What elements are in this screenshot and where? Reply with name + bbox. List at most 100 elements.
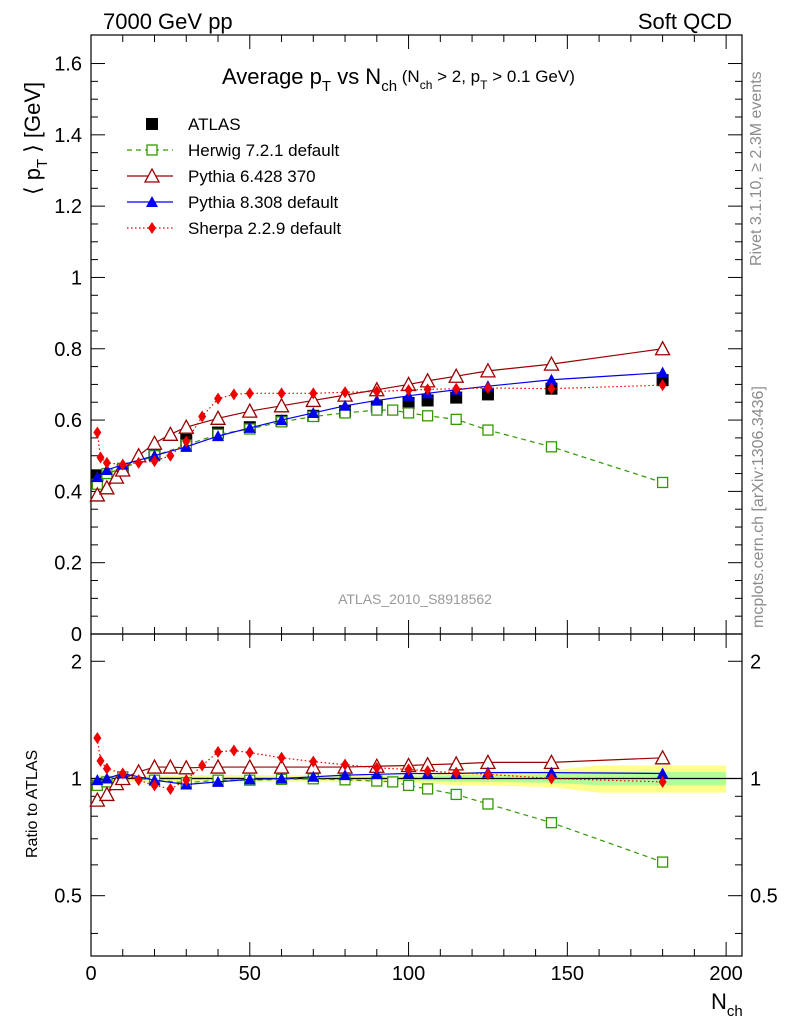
data-point-sherpa-2-2-9-default <box>93 732 102 745</box>
y-tick-label: 1.2 <box>54 196 82 218</box>
data-point-pythia-8-308-default <box>212 430 225 442</box>
legend-label-sherpa-2-2-9-default: Sherpa 2.2.9 default <box>188 219 341 238</box>
data-point-pythia-6-428-370 <box>543 355 560 371</box>
data-point-herwig-7-2-1-default <box>450 788 462 801</box>
legend-marker-pythia-8-308-default <box>146 196 158 207</box>
data-point-sherpa-2-2-9-default <box>452 382 461 395</box>
data-point-pythia-8-308-default <box>275 772 288 784</box>
data-point-herwig-7-2-1-default <box>545 817 558 829</box>
data-point-sherpa-2-2-9-default <box>198 759 207 772</box>
ratio-y-tick-label: 2 <box>71 651 82 673</box>
data-point-sherpa-2-2-9-default <box>452 766 461 779</box>
chart-title: Average pT vs Nch (Nch > 2, pT > 0.1 GeV… <box>222 64 575 95</box>
legend-label-atlas: ATLAS <box>188 115 241 134</box>
data-point-pythia-6-428-370 <box>178 759 195 775</box>
data-point-pythia-6-428-370 <box>146 434 163 450</box>
data-point-sherpa-2-2-9-default <box>277 751 286 764</box>
data-point-sherpa-2-2-9-default <box>229 388 238 401</box>
data-point-pythia-6-428-370 <box>654 749 671 765</box>
data-point-pythia-6-428-370 <box>479 362 497 378</box>
data-point-pythia-8-308-default <box>656 767 669 779</box>
data-point-herwig-7-2-1-default <box>421 410 434 422</box>
data-point-sherpa-2-2-9-default <box>214 745 223 758</box>
data-point-sherpa-2-2-9-default <box>134 456 143 469</box>
series-pythia-6-428-370 <box>89 340 671 502</box>
main-y-axis-label: ⟨ pT ⟩ [GeV] <box>20 82 51 195</box>
y-tick-label: 1.6 <box>54 54 82 76</box>
data-point-sherpa-2-2-9-default <box>96 451 105 464</box>
data-point-pythia-8-308-default <box>275 414 288 426</box>
legend-label-herwig-7-2-1-default: Herwig 7.2.1 default <box>188 141 339 160</box>
data-point-sherpa-2-2-9-default <box>277 387 286 400</box>
data-point-sherpa-2-2-9-default <box>102 762 111 775</box>
data-point-pythia-8-308-default <box>212 775 225 787</box>
data-point-pythia-6-428-370 <box>178 418 195 434</box>
y-tick-label: 0.6 <box>54 410 82 432</box>
header-right: Soft QCD <box>638 9 732 34</box>
data-point-sherpa-2-2-9-default <box>341 386 350 399</box>
data-point-pythia-8-308-default <box>91 774 104 786</box>
data-point-pythia-6-428-370 <box>273 397 290 413</box>
data-point-herwig-7-2-1-default <box>421 783 434 795</box>
ratio-y-tick-label: 0.5 <box>54 886 82 908</box>
data-point-sherpa-2-2-9-default <box>150 779 159 792</box>
data-point-sherpa-2-2-9-default <box>309 387 318 400</box>
data-point-pythia-8-308-default <box>656 366 669 378</box>
x-tick-label: 0 <box>85 963 96 985</box>
data-point-sherpa-2-2-9-default <box>547 382 556 395</box>
mcplots-label: mcplots.cern.ch [arXiv:1306.3436] <box>750 386 767 628</box>
data-point-sherpa-2-2-9-default <box>658 379 667 392</box>
data-point-herwig-7-2-1-default <box>545 441 558 453</box>
data-point-sherpa-2-2-9-default <box>372 385 381 398</box>
data-point-herwig-7-2-1-default <box>656 856 669 868</box>
data-point-herwig-7-2-1-default <box>387 404 399 416</box>
ratio-y-axis-label: Ratio to ATLAS <box>24 750 41 858</box>
legend: ATLAS Herwig 7.2.1 default Pythia 6.428 37… <box>127 115 341 238</box>
data-point-herwig-7-2-1-default <box>482 424 494 436</box>
data-point-sherpa-2-2-9-default <box>118 767 127 780</box>
data-point-pythia-8-308-default <box>339 769 352 781</box>
data-point-herwig-7-2-1-default <box>402 407 415 419</box>
data-point-sherpa-2-2-9-default <box>423 765 432 778</box>
data-point-sherpa-2-2-9-default <box>214 392 223 405</box>
data-point-sherpa-2-2-9-default <box>372 761 381 774</box>
ratio-y-tick-label: 1 <box>71 768 82 790</box>
data-point-pythia-8-308-default <box>339 399 352 411</box>
data-point-sherpa-2-2-9-default <box>245 746 254 759</box>
x-tick-label: 150 <box>551 963 584 985</box>
data-point-pythia-8-308-default <box>243 421 256 433</box>
legend-marker-sherpa-2-2-9-default <box>148 222 156 234</box>
data-point-sherpa-2-2-9-default <box>118 458 127 471</box>
series-sherpa-2-2-9-default <box>93 379 667 471</box>
tick-labels: 0 50 100 150 200 0 0.2 0.4 0.6 0.8 1 1.2 1.4 1.6 0.5 0.… <box>54 54 778 985</box>
ratio-y-tick-label-right: 1 <box>750 768 761 790</box>
data-point-sherpa-2-2-9-default <box>96 754 105 767</box>
axis-ticks <box>90 35 742 956</box>
data-point-sherpa-2-2-9-default <box>150 455 159 468</box>
series-herwig-7-2-1-default <box>91 404 669 490</box>
header-left: 7000 GeV pp <box>103 9 233 34</box>
data-point-sherpa-2-2-9-default <box>166 782 175 795</box>
data-point-pythia-8-308-default <box>545 766 558 778</box>
data-point-sherpa-2-2-9-default <box>198 410 207 423</box>
ratio-y-tick-label-right: 2 <box>750 651 761 673</box>
data-point-sherpa-2-2-9-default <box>182 774 191 787</box>
data-point-pythia-6-428-370 <box>654 340 671 356</box>
y-tick-label: 0.8 <box>54 339 82 361</box>
y-tick-label: 1.4 <box>54 125 82 147</box>
data-point-herwig-7-2-1-default <box>371 404 383 416</box>
data-point-sherpa-2-2-9-default <box>245 387 254 400</box>
data-point-pythia-6-428-370 <box>146 758 163 774</box>
data-point-sherpa-2-2-9-default <box>134 774 143 787</box>
data-point-herwig-7-2-1-default <box>402 779 415 792</box>
data-point-pythia-6-428-370 <box>162 425 179 441</box>
data-point-pythia-8-308-default <box>91 471 104 483</box>
x-tick-label: 200 <box>709 963 742 985</box>
data-point-pythia-8-308-default <box>545 373 558 385</box>
analysis-id: ATLAS_2010_S8918562 <box>338 591 492 607</box>
data-point-sherpa-2-2-9-default <box>547 772 556 785</box>
ratio-series-layer <box>89 732 671 868</box>
series-pythia-6-428-370 <box>89 749 671 807</box>
data-point-pythia-6-428-370 <box>448 367 465 383</box>
data-point-sherpa-2-2-9-default <box>483 381 492 394</box>
